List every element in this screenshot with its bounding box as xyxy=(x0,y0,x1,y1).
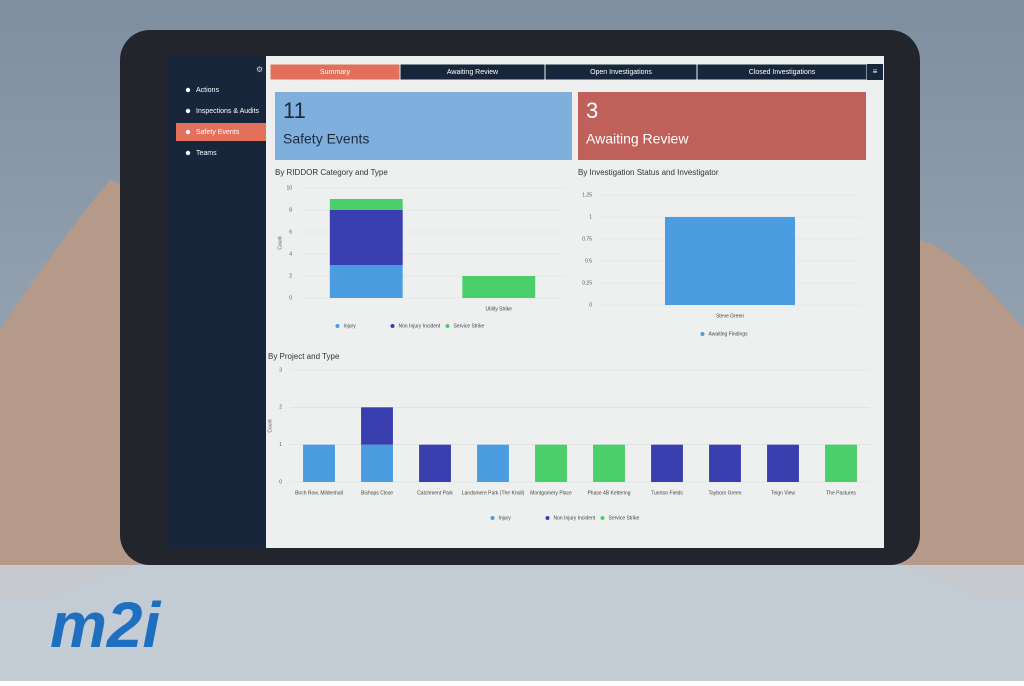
sidebar-item[interactable]: Safety Events xyxy=(196,129,240,136)
x-tick-label: Utility Strike xyxy=(486,306,513,312)
bar[interactable] xyxy=(361,407,393,445)
y-tick-label: 0 xyxy=(289,295,292,301)
legend-label[interactable]: Injury xyxy=(499,515,512,521)
y-axis-label: Count xyxy=(277,236,283,250)
sidebar-item[interactable]: Inspections & Audits xyxy=(196,108,260,115)
y-tick-label: 3 xyxy=(279,367,282,373)
footer-band xyxy=(0,565,1024,681)
y-tick-label: 8 xyxy=(289,207,292,213)
y-tick-label: 0 xyxy=(589,302,592,308)
summary-card[interactable] xyxy=(578,92,866,160)
sidebar-bullet xyxy=(185,129,191,135)
tab-label[interactable]: Summary xyxy=(320,69,350,76)
bar[interactable] xyxy=(329,199,403,210)
y-tick-label: 2 xyxy=(279,405,282,411)
y-tick-label: 1 xyxy=(279,442,282,448)
x-tick-label: Teign View xyxy=(771,490,795,496)
bar[interactable] xyxy=(329,210,403,265)
sidebar-active xyxy=(176,123,266,141)
card-value: 11 xyxy=(283,98,306,123)
sidebar-bullet xyxy=(185,87,191,93)
x-tick-label: Phase 4B Kettering xyxy=(587,490,630,496)
logo: m2i xyxy=(50,589,162,661)
tab-menu[interactable] xyxy=(867,64,883,80)
chart-title: By Project and Type xyxy=(268,352,340,361)
bar[interactable] xyxy=(361,444,393,482)
bar[interactable] xyxy=(419,444,451,482)
y-tick-label: 0.75 xyxy=(582,236,592,242)
legend-label[interactable]: Injury xyxy=(344,323,357,329)
legend-label[interactable]: Service Strike xyxy=(609,515,640,521)
legend-swatch xyxy=(335,324,340,328)
legend-swatch xyxy=(445,324,450,328)
y-tick-label: 0 xyxy=(279,479,282,485)
card-label: Safety Events xyxy=(283,131,369,147)
tab-label[interactable]: Awaiting Review xyxy=(447,69,499,76)
legend-label[interactable]: Non Injury Incident xyxy=(554,515,596,521)
legend-swatch xyxy=(545,516,550,520)
legend-swatch xyxy=(700,332,705,336)
y-tick-label: 4 xyxy=(289,251,292,257)
x-tick-label: Birch Row, Mildenhall xyxy=(295,490,343,496)
bar[interactable] xyxy=(303,444,335,482)
x-tick-label: Landsmere Park (The Knoll) xyxy=(462,490,525,496)
card-label: Awaiting Review xyxy=(586,131,689,147)
tab-label[interactable]: Open Investigations xyxy=(590,69,652,76)
x-tick-label: Steve Green xyxy=(716,313,744,319)
x-tick-label: Catchment Park xyxy=(417,490,453,496)
y-tick-label: 0.25 xyxy=(582,280,592,286)
y-tick-label: 10 xyxy=(286,185,292,191)
legend-label[interactable]: Awaiting Findings xyxy=(709,331,749,337)
y-axis-label: Count xyxy=(267,419,273,433)
bar[interactable] xyxy=(825,444,857,482)
card-value: 3 xyxy=(586,98,598,123)
legend-label[interactable]: Service Strike xyxy=(454,323,485,329)
bar[interactable] xyxy=(462,276,536,298)
y-tick-label: 1.25 xyxy=(582,192,592,198)
x-tick-label: Bishops Close xyxy=(361,490,393,496)
x-tick-label: The Pastures xyxy=(826,490,856,496)
bar[interactable] xyxy=(651,444,683,482)
chart-title: By RIDDOR Category and Type xyxy=(275,168,388,177)
legend-swatch xyxy=(600,516,605,520)
bar[interactable] xyxy=(477,444,509,482)
summary-card[interactable] xyxy=(275,92,572,160)
sidebar-bullet xyxy=(185,150,191,156)
chart-title: By Investigation Status and Investigator xyxy=(578,168,719,177)
bar[interactable] xyxy=(767,444,799,482)
x-tick-label: Montgomery Place xyxy=(530,490,572,496)
y-tick-label: 6 xyxy=(289,229,292,235)
bar[interactable] xyxy=(329,265,403,298)
legend-label[interactable]: Non Injury Incident xyxy=(399,323,441,329)
sidebar-item[interactable]: Teams xyxy=(196,150,217,157)
sidebar-bullet xyxy=(185,108,191,114)
bar[interactable] xyxy=(535,444,567,482)
legend-swatch xyxy=(490,516,495,520)
bar[interactable] xyxy=(665,217,795,305)
y-tick-label: 2 xyxy=(289,273,292,279)
y-tick-label: 1 xyxy=(589,214,592,220)
tab-label[interactable]: Closed Investigations xyxy=(749,69,816,76)
y-tick-label: 0.5 xyxy=(585,258,592,264)
legend-swatch xyxy=(390,324,395,328)
settings-icon: ⚙ xyxy=(256,65,263,74)
sidebar-item[interactable]: Actions xyxy=(196,87,219,94)
bar[interactable] xyxy=(593,444,625,482)
x-tick-label: Tayborn Green xyxy=(708,490,741,496)
x-tick-label: Turnton Fields xyxy=(651,490,683,496)
tab-menu-icon: ≡ xyxy=(873,67,878,76)
bar[interactable] xyxy=(709,444,741,482)
